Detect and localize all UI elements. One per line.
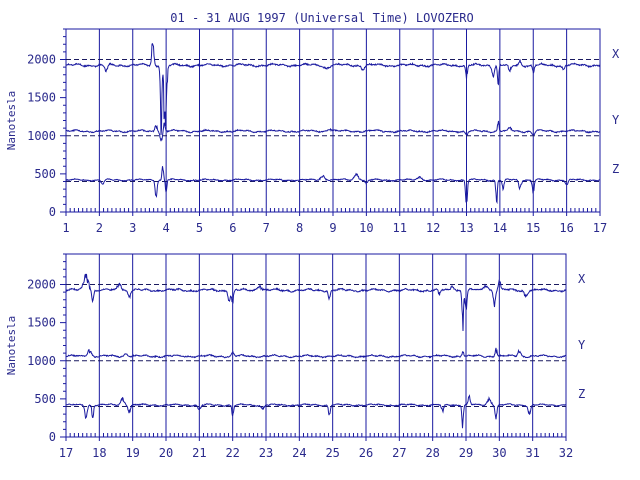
trace-z — [65, 394, 567, 429]
x-tick-label: 22 — [225, 446, 239, 460]
x-tick-label: 11 — [393, 221, 407, 235]
x-tick-label: 6 — [229, 221, 236, 235]
y-tick-label: 2000 — [27, 53, 56, 67]
x-tick-label: 13 — [459, 221, 473, 235]
x-tick-label: 28 — [425, 446, 439, 460]
y-tick-label: 1500 — [27, 316, 56, 330]
x-tick-label: 29 — [459, 446, 473, 460]
x-tick-label: 7 — [263, 221, 270, 235]
y-tick-label: 1000 — [27, 354, 56, 368]
trace-y — [65, 120, 601, 142]
top-panel-days-1-17: 1 2 3 4 5 6 7 8 9 10 11 12 13 14 15 16 17050010001500200… — [5, 28, 620, 235]
x-tick-label: 10 — [359, 221, 373, 235]
trace-x — [65, 42, 601, 135]
x-tick-label: 27 — [392, 446, 406, 460]
x-tick-label: 3 — [129, 221, 136, 235]
x-tick-label: 31 — [525, 446, 539, 460]
y-tick-label: 1000 — [27, 129, 56, 143]
bottom-panel-days-17-32: 17 18 19 20 21 22 23 24 25 26 27 28 29 30 31 32 0 500 1000… — [5, 253, 586, 460]
x-tick-label: 17 — [59, 446, 73, 460]
trace-y — [65, 347, 567, 359]
y-axis-label: Nanotesla — [5, 91, 18, 151]
trace-z — [65, 166, 601, 205]
x-tick-label: 21 — [192, 446, 206, 460]
x-tick-label: 4 — [163, 221, 170, 235]
x-tick-label: 5 — [196, 221, 203, 235]
series-label-z: Z — [612, 162, 619, 176]
series-label-x: X — [612, 47, 620, 61]
series-label-y: Y — [578, 338, 586, 352]
trace-x — [65, 273, 567, 332]
y-tick-label: 0 — [49, 205, 56, 219]
x-tick-label: 8 — [296, 221, 303, 235]
x-tick-label: 1 — [62, 221, 69, 235]
x-tick-label: 15 — [526, 221, 540, 235]
y-tick-label: 500 — [34, 392, 56, 406]
series-label-z: Z — [578, 387, 585, 401]
x-tick-label: 17 — [593, 221, 607, 235]
x-tick-label: 25 — [325, 446, 339, 460]
plot-frame — [65, 253, 567, 438]
y-tick-label: 2000 — [27, 278, 56, 292]
x-tick-label: 2 — [96, 221, 103, 235]
x-tick-label: 30 — [492, 446, 506, 460]
x-tick-label: 19 — [125, 446, 139, 460]
x-tick-label: 26 — [359, 446, 373, 460]
x-tick-label: 32 — [559, 446, 573, 460]
x-tick-label: 9 — [329, 221, 336, 235]
chart-title: 01 - 31 AUG 1997 (Universal Time) LOVOZE… — [170, 11, 473, 25]
series-label-y: Y — [612, 113, 620, 127]
y-tick-label: 500 — [34, 167, 56, 181]
x-tick-label: 14 — [493, 221, 507, 235]
x-tick-label: 16 — [559, 221, 573, 235]
x-tick-label: 12 — [426, 221, 440, 235]
x-tick-label: 23 — [259, 446, 273, 460]
x-tick-label: 20 — [159, 446, 173, 460]
x-tick-label: 18 — [92, 446, 106, 460]
x-tick-label: 24 — [292, 446, 306, 460]
y-tick-label: 0 — [49, 430, 56, 444]
series-label-x: X — [578, 272, 586, 286]
y-axis-label: Nanotesla — [5, 316, 18, 376]
y-tick-label: 1500 — [27, 91, 56, 105]
